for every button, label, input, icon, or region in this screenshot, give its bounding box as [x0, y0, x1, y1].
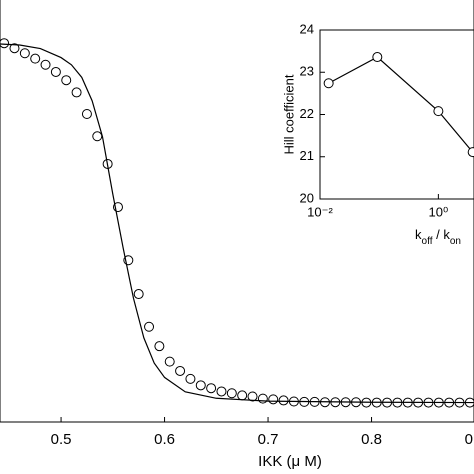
- data-point: [226, 388, 237, 399]
- data-point: [112, 202, 123, 213]
- data-point: [9, 43, 20, 54]
- data-point: [175, 365, 186, 376]
- data-point: [164, 356, 175, 367]
- x-axis-label-part: IKK (: [258, 453, 291, 470]
- inset-background: [320, 30, 474, 199]
- data-point: [323, 78, 334, 89]
- x-tick-label: 0.7: [258, 431, 279, 448]
- data-line: [0, 43, 474, 404]
- data-point: [154, 341, 165, 352]
- x-axis-label: koff / kon: [415, 227, 461, 247]
- y-tick-label: 22: [300, 106, 314, 121]
- x-tick-label: 0.9: [465, 431, 474, 448]
- data-point: [61, 75, 72, 86]
- x-axis-label-part: on: [450, 236, 461, 247]
- data-point: [0, 38, 10, 49]
- data-point: [206, 383, 217, 394]
- x-axis-label: IKK (μ M): [258, 453, 322, 470]
- data-point: [467, 147, 474, 158]
- x-axis-label-part: / k: [432, 227, 450, 242]
- data-point: [144, 321, 155, 332]
- data-point: [268, 394, 279, 405]
- x-axis-label-part: μ: [292, 453, 301, 470]
- y-tick-label: 23: [300, 64, 314, 79]
- data-point: [81, 108, 92, 119]
- y-axis-label: Hill coefficient: [281, 74, 296, 154]
- y-tick-label: 20: [300, 190, 314, 205]
- data-point: [372, 52, 383, 63]
- data-point: [185, 373, 196, 384]
- x-tick-label: 10⁰: [429, 204, 449, 219]
- data-point: [257, 393, 268, 404]
- x-tick-label: 0.5: [51, 431, 72, 448]
- data-point: [433, 106, 444, 117]
- data-point: [195, 380, 206, 391]
- data-line: [328, 56, 474, 153]
- data-point: [40, 59, 51, 70]
- data-point: [133, 289, 144, 300]
- x-axis-label-part: k: [415, 227, 422, 242]
- data-point: [278, 395, 289, 406]
- data-point: [71, 87, 82, 98]
- y-tick-label: 24: [300, 21, 314, 36]
- x-axis-label-part: M): [300, 453, 322, 470]
- x-tick-label: 0.8: [361, 431, 382, 448]
- data-point: [216, 386, 227, 397]
- data-point: [123, 255, 134, 266]
- plot-frame: [0, 0, 474, 423]
- data-point: [30, 53, 41, 64]
- y-tick-label: 21: [300, 148, 314, 163]
- x-axis-label-part: off: [422, 236, 433, 247]
- x-tick-label: 10⁻²: [307, 204, 333, 219]
- data-point: [19, 48, 30, 59]
- data-point: [247, 391, 258, 402]
- x-tick-label: 0.6: [154, 431, 175, 448]
- data-point: [50, 66, 61, 77]
